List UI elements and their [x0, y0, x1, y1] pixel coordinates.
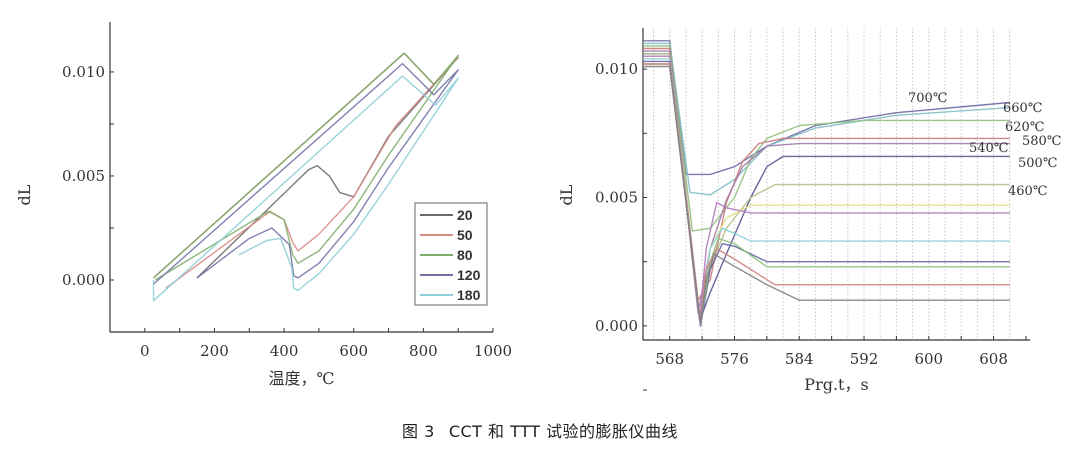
- y-tick-label: 0.000: [62, 271, 105, 289]
- curve-label: 580℃: [1022, 134, 1061, 149]
- figure-caption: 图 3 CCT 和 TTT 试验的膨胀仪曲线: [0, 418, 1080, 442]
- x-tick-label: 576: [720, 350, 749, 368]
- legend-label: 80: [457, 247, 473, 263]
- y-tick-label: 0.010: [62, 63, 105, 81]
- caption-number: 图 3: [402, 422, 435, 441]
- series-line-s14: [643, 65, 1010, 324]
- curve-label: 540℃: [969, 141, 1008, 156]
- series-line-180: [152, 75, 459, 302]
- x-tick-label: 608: [979, 350, 1008, 368]
- series-line-620℃: [643, 45, 1010, 232]
- series-line-80: [153, 52, 459, 281]
- series-line-700℃: [643, 40, 1010, 176]
- series-line-500℃: [643, 53, 1010, 322]
- x-tick-label: 600: [339, 342, 368, 360]
- y-tick-label: 0.005: [62, 167, 105, 185]
- x-tick-label: 600: [914, 350, 943, 368]
- y-axis-label: dL: [557, 184, 576, 205]
- series-line-120: [153, 62, 459, 285]
- x-tick-label: 584: [785, 350, 814, 368]
- series-line-s8: [643, 55, 1010, 322]
- x-tick-label: 592: [850, 350, 879, 368]
- curve-label: 700℃: [908, 91, 947, 106]
- y-tick-label: 0.005: [595, 188, 638, 206]
- curve-label: 500℃: [1018, 156, 1057, 171]
- y-axis-label: dL: [15, 184, 34, 205]
- caption-text: CCT 和 TTT 试验的膨胀仪曲线: [448, 422, 678, 441]
- chart-1: [109, 22, 494, 333]
- chart-2: [642, 28, 1030, 391]
- x-tick-label: 200: [200, 342, 229, 360]
- y-tick-label: 0.000: [595, 317, 638, 335]
- legend-label: 20: [457, 207, 473, 223]
- y-tick-label: 0.010: [595, 60, 638, 78]
- series-line-s10: [643, 58, 1010, 324]
- series-line-540℃: [643, 50, 1010, 314]
- x-axis-label: 温度，℃: [269, 369, 335, 388]
- series-line-460℃: [643, 53, 1010, 319]
- legend-label: 50: [457, 227, 473, 243]
- series-line-660℃: [643, 42, 1010, 196]
- legend-label: 120: [457, 267, 481, 283]
- x-tick-label: 800: [409, 342, 438, 360]
- x-axis-label: Prg.t，s: [804, 375, 868, 394]
- x-tick-label: 1000: [474, 342, 512, 360]
- x-tick-label: 0: [140, 342, 150, 360]
- x-tick-label: 568: [655, 350, 684, 368]
- curve-label: 460℃: [1008, 184, 1047, 199]
- series-line-s9: [643, 55, 1010, 322]
- curve-label: 660℃: [1003, 101, 1042, 116]
- x-tick-label: 400: [270, 342, 299, 360]
- legend-label: 180: [457, 287, 481, 303]
- curve-label: 620℃: [1005, 120, 1044, 135]
